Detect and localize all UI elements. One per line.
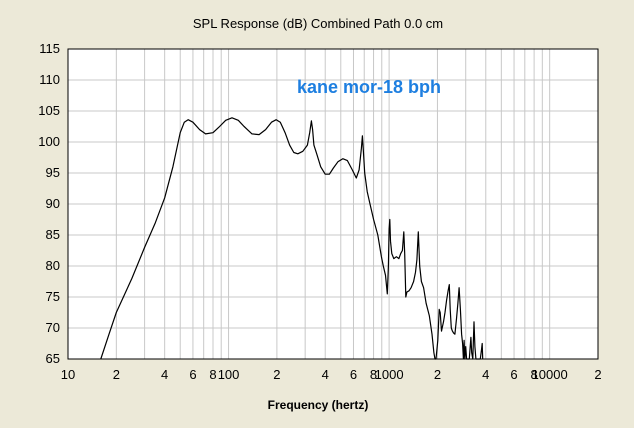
y-tick-label: 105 [38,103,60,118]
chart-annotation: kane mor-18 bph [297,77,441,97]
x-tick-label: 8 [530,367,537,382]
series-group [100,117,484,360]
x-tick-label: 4 [161,367,168,382]
y-tick-labels: 65 70 75 80 85 90 95 100 105 110 115 [38,41,60,366]
x-axis-label: Frequency (hertz) [268,398,369,412]
y-tick-label: 70 [46,320,60,335]
x-tick-label: 6 [189,367,196,382]
x-tick-label: 2 [594,367,601,382]
y-tick-label: 75 [46,289,60,304]
y-tick-label: 110 [39,72,60,87]
grid-lines [68,49,598,359]
y-tick-label: 100 [38,134,60,149]
x-tick-label: 4 [482,367,489,382]
x-tick-label: 4 [322,367,329,382]
y-tick-label: 85 [46,227,60,242]
x-tick-label: 10000 [532,367,568,382]
x-tick-label: 10 [61,367,75,382]
y-tick-label: 95 [46,165,60,180]
y-tick-label: 90 [46,196,60,211]
x-tick-label: 2 [434,367,441,382]
y-tick-label: 115 [39,41,60,56]
x-tick-label: 6 [350,367,357,382]
x-tick-label: 6 [510,367,517,382]
chart-title: SPL Response (dB) Combined Path 0.0 cm [193,16,443,31]
x-tick-label: 2 [273,367,280,382]
y-tick-label: 65 [46,351,60,366]
y-tick-label: 80 [46,258,60,273]
x-tick-label: 8 [370,367,377,382]
x-tick-label: 2 [113,367,120,382]
plot-border [67,48,599,360]
x-tick-label: 1000 [375,367,404,382]
x-tick-label: 8 [209,367,216,382]
series-line-0 [100,117,484,360]
x-tick-label: 100 [218,367,240,382]
